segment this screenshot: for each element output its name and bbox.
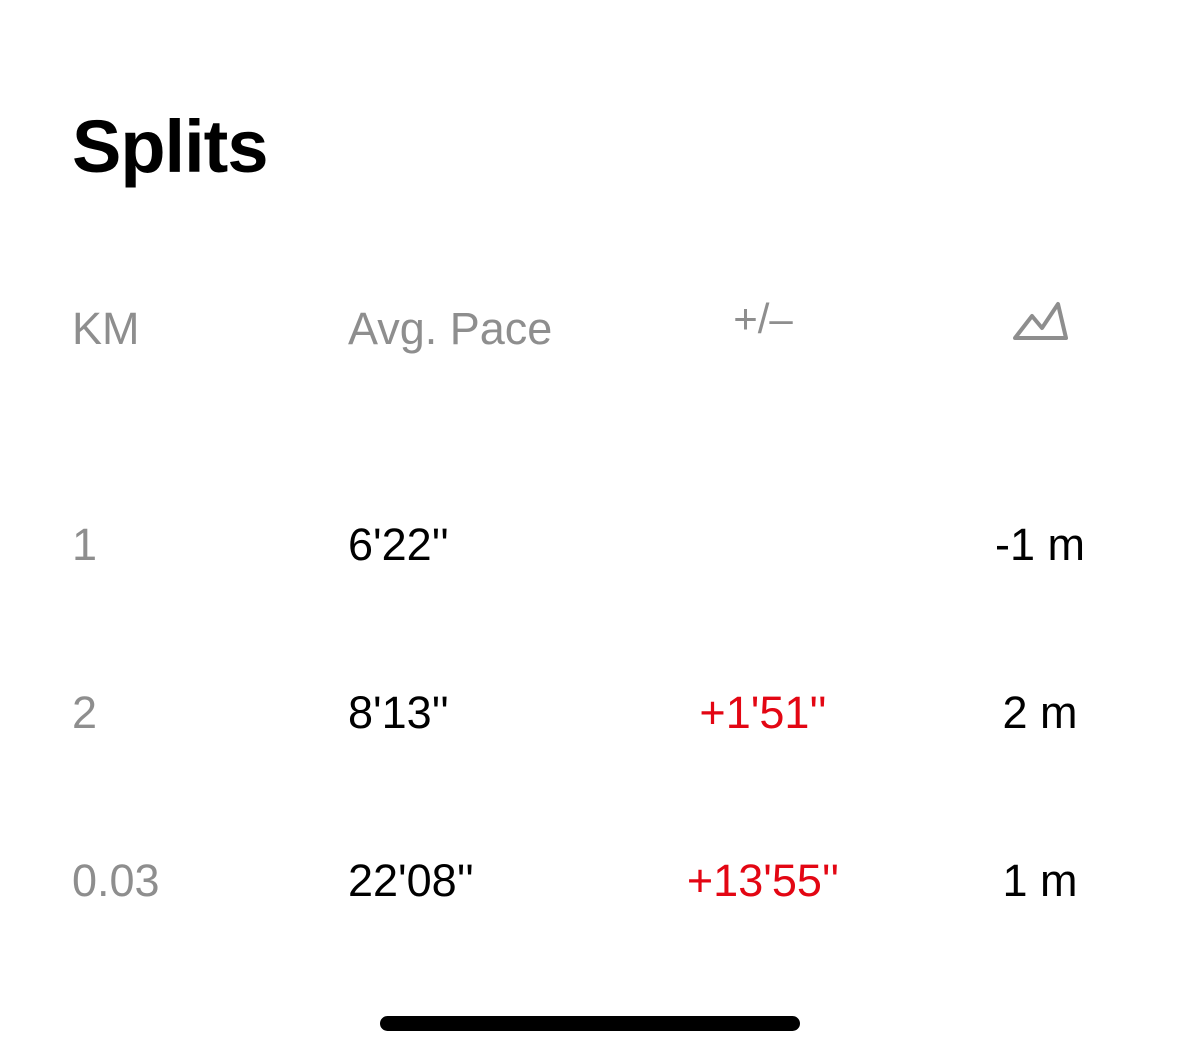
home-indicator[interactable] [380, 1016, 800, 1031]
split-avg-pace: 6'22'' [348, 519, 449, 570]
split-km: 0.03 [72, 855, 160, 906]
split-avg-pace: 22'08'' [348, 855, 474, 906]
split-elevation: 2 m [1002, 687, 1078, 738]
column-header-km: KM [72, 303, 140, 354]
table-row: 1 6'22'' -1 m [0, 515, 1179, 575]
column-header-avg-pace: Avg. Pace [348, 303, 553, 354]
split-elevation: -1 m [995, 519, 1085, 570]
column-header-difference: +/– [733, 295, 793, 342]
split-pace-difference: +13'55'' [686, 855, 840, 906]
table-row: 2 8'13'' +1'51'' 2 m [0, 683, 1179, 743]
table-row: 0.03 22'08'' +13'55'' 1 m [0, 851, 1179, 911]
mountain-elevation-icon [1013, 302, 1068, 340]
split-elevation: 1 m [1002, 855, 1078, 906]
page-title: Splits [72, 105, 268, 188]
split-avg-pace: 8'13'' [348, 687, 449, 738]
split-km: 1 [72, 519, 98, 570]
split-pace-difference: +1'51'' [699, 687, 827, 738]
split-km: 2 [72, 687, 98, 738]
